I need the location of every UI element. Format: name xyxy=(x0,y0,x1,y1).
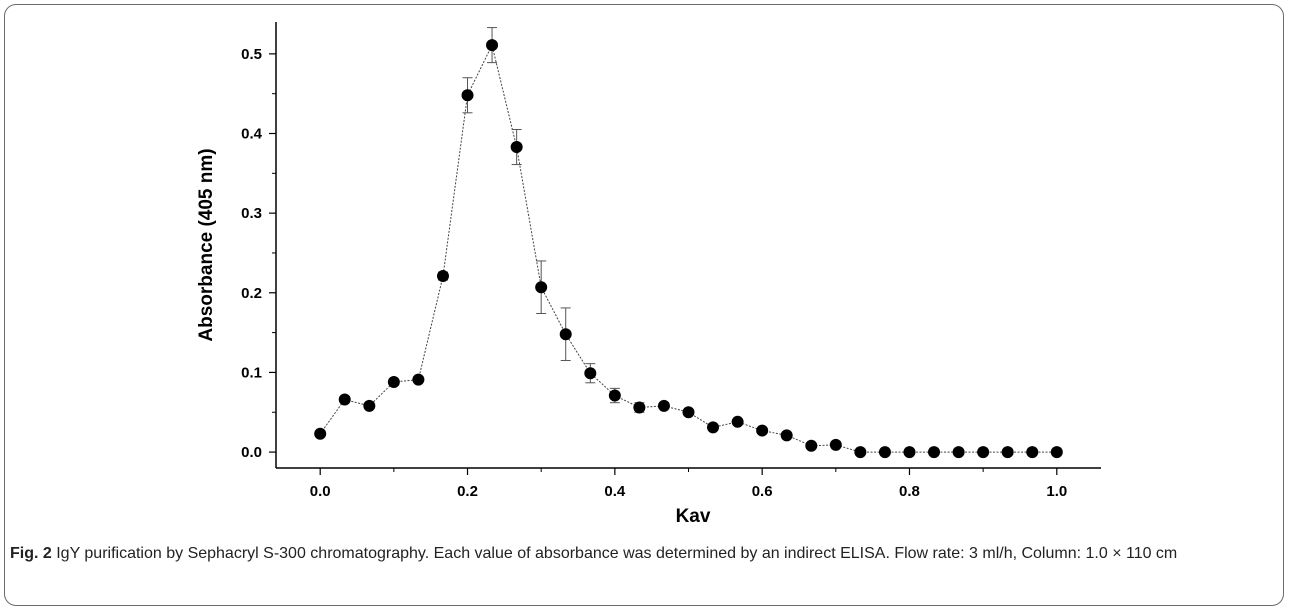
data-point xyxy=(387,375,400,388)
data-point xyxy=(829,438,842,451)
figure-label: Fig. 2 xyxy=(10,545,52,562)
data-point xyxy=(805,439,818,452)
data-point xyxy=(338,393,351,406)
x-tick-label: 1.0 xyxy=(1046,483,1067,500)
data-point xyxy=(535,281,548,294)
data-point xyxy=(903,446,916,459)
x-tick-label: 0.2 xyxy=(457,483,478,500)
data-point xyxy=(756,424,769,437)
data-point xyxy=(584,367,597,380)
data-point xyxy=(977,446,990,459)
data-point xyxy=(928,446,941,459)
data-points xyxy=(314,39,1063,459)
x-tick-label: 0.4 xyxy=(604,483,626,500)
data-point xyxy=(657,399,670,412)
data-point xyxy=(363,399,376,412)
caption-text: IgY purification by Sephacryl S-300 chro… xyxy=(51,545,1178,562)
data-point xyxy=(707,421,720,434)
data-point xyxy=(952,446,965,459)
x-axis-label: Kav xyxy=(676,506,711,527)
tick-labels: 0.0 0.2 0.4 0.6 0.8 1.0 0.0 0.1 0.2 0.3 0.4 0.5 xyxy=(241,46,1067,500)
chart: 0.0 0.2 0.4 0.6 0.8 1.0 0.0 0.1 0.2 0.3 0.4 0.5 Kav… xyxy=(196,22,1101,527)
data-point xyxy=(436,270,449,283)
data-point xyxy=(731,415,744,428)
data-point xyxy=(510,141,523,154)
data-point xyxy=(559,328,572,341)
tick-marks xyxy=(269,53,1058,475)
x-tick-label: 0.8 xyxy=(899,483,920,500)
series-line xyxy=(319,43,1057,453)
error-bars xyxy=(437,27,645,413)
data-point xyxy=(682,406,695,419)
figure-caption: Fig. 2 IgY purification by Sephacryl S-3… xyxy=(10,542,1275,565)
x-tick-label: 0.0 xyxy=(310,483,331,500)
axes xyxy=(275,22,1101,469)
data-point xyxy=(314,427,327,440)
data-point xyxy=(461,89,474,102)
y-tick-label: 0.1 xyxy=(241,364,262,381)
y-axis-label: Absorbance (405 nm) xyxy=(196,148,217,341)
y-tick-label: 0.3 xyxy=(241,205,262,222)
data-point xyxy=(1050,446,1063,459)
data-point xyxy=(854,446,867,459)
data-point xyxy=(633,401,646,414)
y-tick-label: 0.5 xyxy=(241,46,262,63)
data-point xyxy=(486,39,499,52)
data-point xyxy=(608,389,621,402)
y-tick-label: 0.4 xyxy=(241,126,263,143)
y-tick-label: 0.0 xyxy=(241,444,262,461)
data-point xyxy=(780,429,793,442)
data-point xyxy=(1001,446,1014,459)
y-tick-label: 0.2 xyxy=(241,285,262,302)
data-point xyxy=(412,373,425,386)
x-tick-label: 0.6 xyxy=(752,483,773,500)
figure-frame xyxy=(4,4,1284,606)
data-point xyxy=(1026,446,1039,459)
data-point xyxy=(878,446,891,459)
